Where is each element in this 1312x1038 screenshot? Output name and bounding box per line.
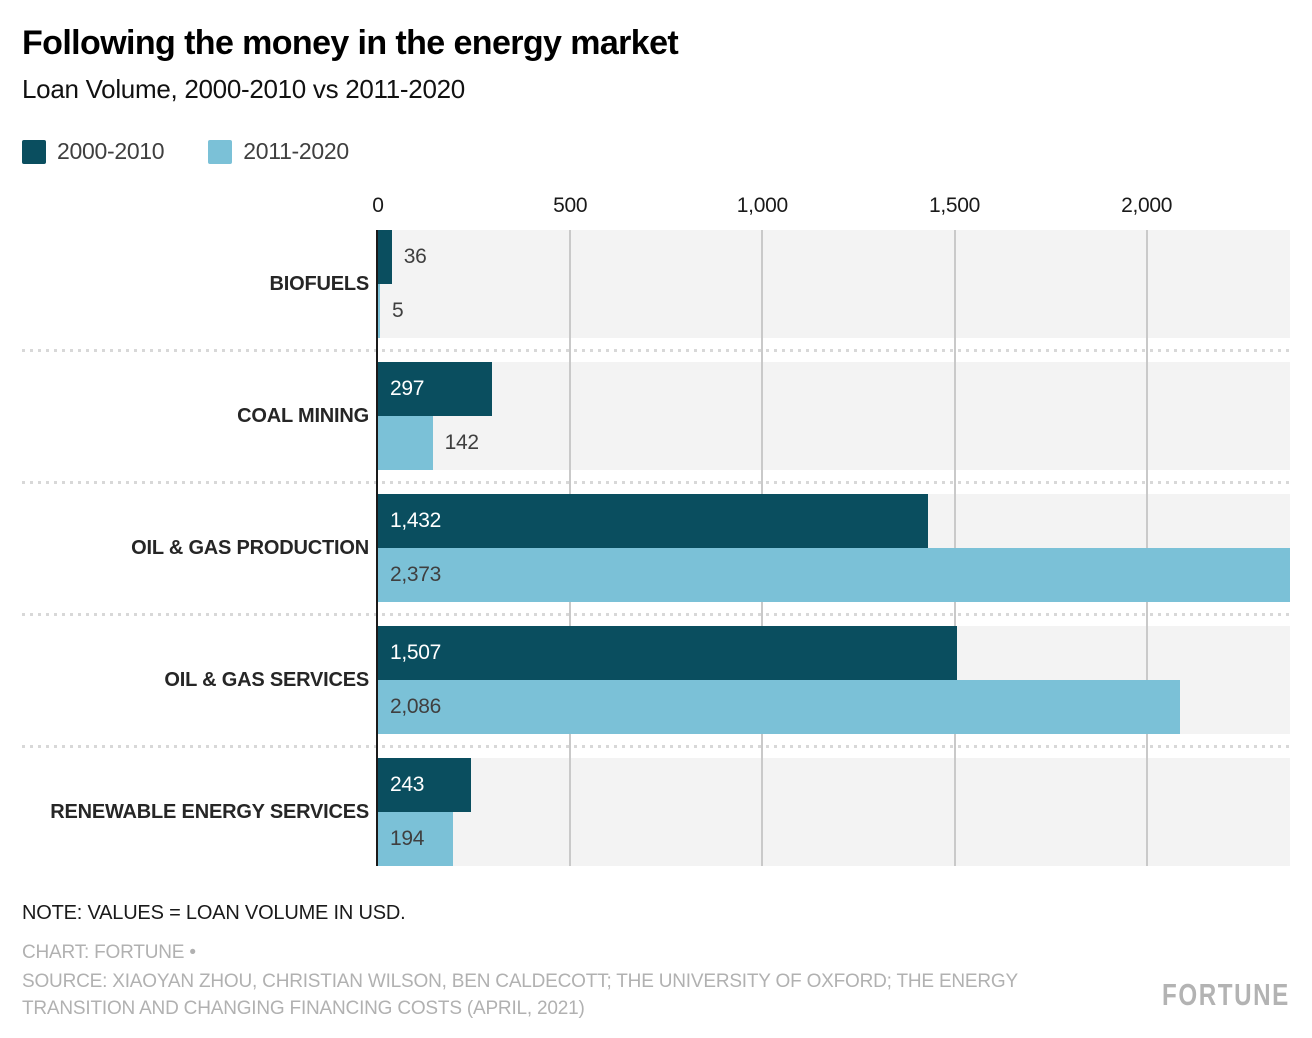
bar-value-label: 2,086	[390, 695, 442, 718]
row-separator	[22, 734, 1290, 758]
category-label: RENEWABLE ENERGY SERVICES	[50, 800, 369, 823]
row-band: 1,507 2,086	[378, 626, 1290, 734]
bar-2000-2010	[378, 494, 929, 548]
bar-value-label: 243	[390, 773, 425, 796]
bar-track: 36	[378, 230, 1290, 284]
row-band: 36 5	[378, 230, 1290, 338]
legend-item-2011-2020: 2011-2020	[208, 138, 349, 165]
bar-value-label: 194	[390, 827, 425, 850]
category-label: BIOFUELS	[269, 272, 369, 295]
chart-title: Following the money in the energy market	[22, 24, 679, 62]
bar-track: 1,507	[378, 626, 1290, 680]
bar-chart: 0 500 1,000 1,500 2,000 BIOFUELS 36 5 COAL MINI…	[22, 194, 1290, 866]
legend-label: 2000-2010	[57, 138, 165, 164]
category-label: OIL & GAS SERVICES	[164, 668, 369, 691]
row-separator	[22, 470, 1290, 494]
legend-item-2000-2010: 2000-2010	[22, 138, 165, 165]
legend-swatch-icon	[208, 139, 233, 164]
bar-track: 1,432	[378, 494, 1290, 548]
x-tick-1,500: 1,500	[928, 194, 981, 217]
chart-row: BIOFUELS 36 5	[22, 230, 1290, 338]
bar-value-label: 1,507	[390, 641, 442, 664]
x-tick-1,000: 1,000	[736, 194, 788, 217]
bar-track: 5	[378, 284, 1290, 338]
bar-2000-2010	[378, 758, 472, 812]
bar-value-label: 5	[392, 299, 404, 322]
row-band: 243 194	[378, 758, 1290, 866]
chart-note: NOTE: VALUES = LOAN VOLUME IN USD.	[22, 902, 406, 924]
bar-track: 243	[378, 758, 1290, 812]
bar-track: 297	[378, 362, 1290, 416]
plot-area: BIOFUELS 36 5 COAL MINING 297 142 OIL & GAS PR…	[22, 230, 1290, 866]
legend: 2000-2010 2011-2020	[22, 138, 1290, 165]
chart-row: OIL & GAS SERVICES 1,507 2,086	[22, 626, 1290, 734]
bar-2011-2020	[378, 812, 453, 866]
bar-value-label: 142	[444, 431, 479, 454]
legend-label: 2011-2020	[243, 138, 349, 164]
bar-2011-2020	[378, 548, 1290, 602]
row-separator	[22, 602, 1290, 626]
chart-row: OIL & GAS PRODUCTION 1,432 2,373	[22, 494, 1290, 602]
row-band: 1,432 2,373	[378, 494, 1290, 602]
chart-subtitle: Loan Volume, 2000-2010 vs 2011-2020	[22, 74, 465, 104]
chart-row: COAL MINING 297 142	[22, 362, 1290, 470]
category-label: OIL & GAS PRODUCTION	[131, 536, 369, 559]
bar-2011-2020	[378, 284, 380, 338]
bar-2000-2010	[378, 626, 958, 680]
bar-track: 194	[378, 812, 1290, 866]
chart-source: SOURCE: XIAOYAN ZHOU, CHRISTIAN WILSON, …	[22, 971, 1018, 1019]
bar-track: 2,373	[378, 548, 1290, 602]
bar-value-label: 1,432	[390, 509, 442, 532]
bar-value-label: 297	[390, 377, 425, 400]
x-axis: 0 500 1,000 1,500 2,000	[22, 194, 1290, 224]
bar-track: 142	[378, 416, 1290, 470]
bar-2000-2010	[378, 362, 493, 416]
chart-credit: CHART: FORTUNE •	[22, 942, 196, 963]
chart-row: RENEWABLE ENERGY SERVICES 243 194	[22, 758, 1290, 866]
bar-track: 2,086	[378, 680, 1290, 734]
category-label: COAL MINING	[237, 404, 369, 427]
bar-value-label: 2,373	[390, 563, 442, 586]
bar-2011-2020	[378, 680, 1180, 734]
x-tick-0: 0	[372, 194, 384, 217]
chart-header: Following the money in the energy market…	[22, 24, 1290, 165]
fortune-logo: FORTUNE	[1162, 976, 1290, 1012]
chart-footer: NOTE: VALUES = LOAN VOLUME IN USD. CHART…	[22, 902, 1290, 1023]
bar-value-label: 36	[403, 245, 427, 268]
bar-2000-2010	[378, 230, 392, 284]
row-band: 297 142	[378, 362, 1290, 470]
x-tick-2,000: 2,000	[1121, 194, 1173, 217]
x-tick-500: 500	[553, 194, 588, 217]
legend-swatch-icon	[22, 139, 46, 164]
bar-2011-2020	[378, 416, 433, 470]
row-separator	[22, 338, 1290, 362]
